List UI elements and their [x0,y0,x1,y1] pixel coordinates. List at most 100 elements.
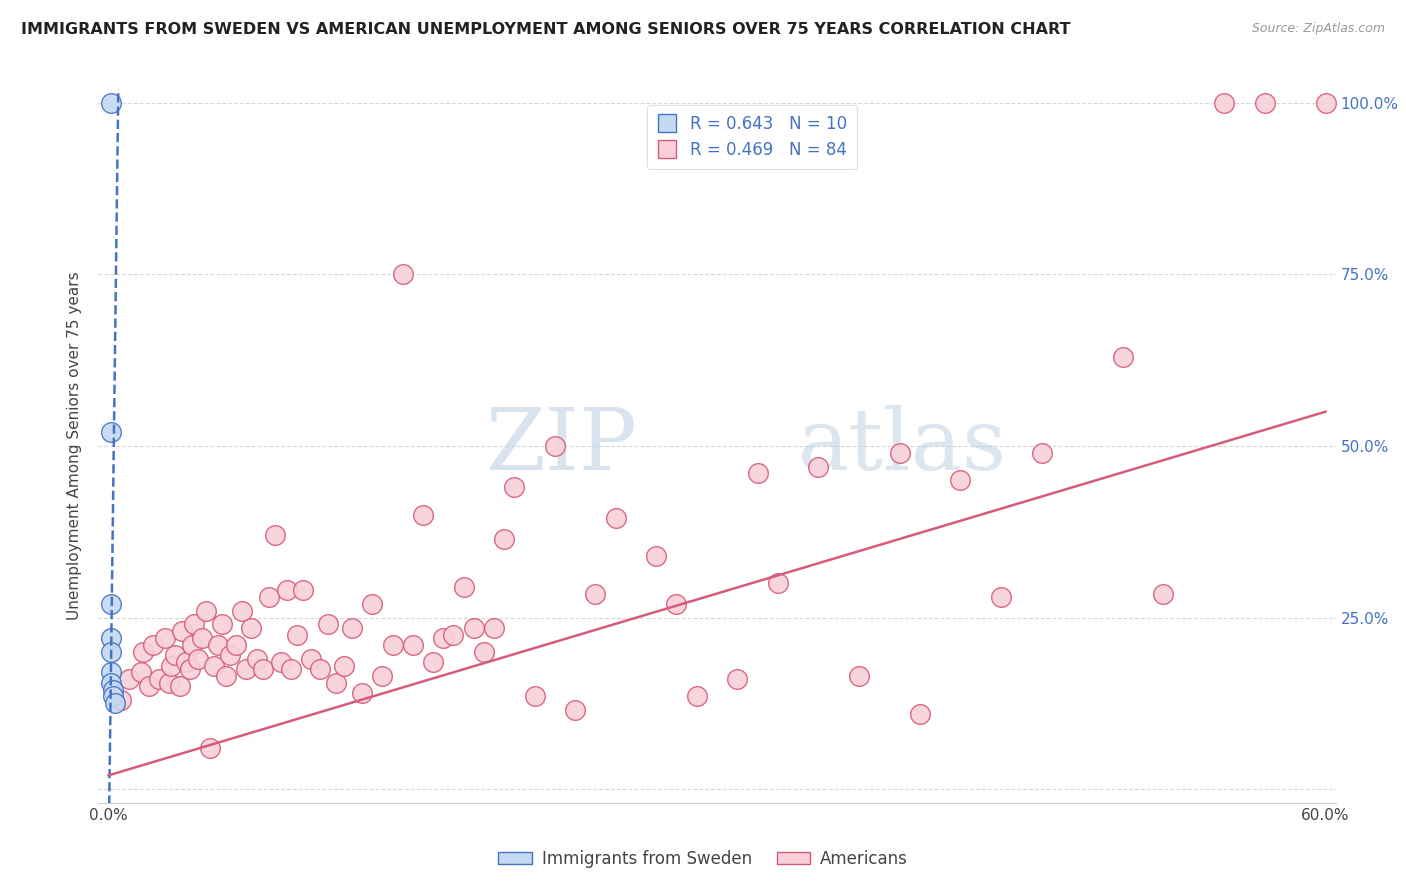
Point [453,580,475,594]
Point [371,669,394,683]
Point [747,467,769,481]
Point [100,645,122,659]
Point [132,645,155,659]
Point [463,621,485,635]
Text: atlas: atlas [797,404,1007,488]
Point [766,576,789,591]
Point [160,658,183,673]
Point [118,673,141,687]
Point [482,621,505,635]
Point [101,682,124,697]
Point [308,662,330,676]
Point [990,590,1012,604]
Point [169,679,191,693]
Point [352,686,374,700]
Point [264,528,287,542]
Point [170,624,193,639]
Legend: Immigrants from Sweden, Americans: Immigrants from Sweden, Americans [492,844,914,875]
Point [665,597,688,611]
Point [100,597,122,611]
Point [187,651,209,665]
Point [157,675,180,690]
Point [391,268,413,282]
Y-axis label: Unemployment Among Seniors over 75 years: Unemployment Among Seniors over 75 years [67,272,83,620]
Point [104,696,127,710]
Point [165,648,187,663]
Point [523,690,546,704]
Point [402,638,425,652]
Point [198,740,221,755]
Point [361,597,384,611]
Point [292,583,315,598]
Point [194,604,217,618]
Point [148,673,170,687]
Text: Source: ZipAtlas.com: Source: ZipAtlas.com [1251,22,1385,36]
Point [564,703,586,717]
Point [1031,446,1053,460]
Point [100,631,122,645]
Point [280,662,302,676]
Point [211,617,233,632]
Point [325,675,347,690]
Point [494,532,516,546]
Point [179,662,201,676]
Point [725,673,748,687]
Text: ZIP: ZIP [485,404,637,488]
Point [807,459,830,474]
Point [100,425,122,440]
Point [129,665,152,680]
Point [239,621,262,635]
Text: IMMIGRANTS FROM SWEDEN VS AMERICAN UNEMPLOYMENT AMONG SENIORS OVER 75 YEARS CORR: IMMIGRANTS FROM SWEDEN VS AMERICAN UNEMP… [21,22,1070,37]
Point [231,604,253,618]
Point [138,679,160,693]
Point [472,645,495,659]
Point [544,439,567,453]
Point [949,473,972,487]
Point [202,658,225,673]
Point [412,508,434,522]
Point [848,669,870,683]
Point [100,675,122,690]
Point [1152,586,1174,600]
Point [316,617,339,632]
Point [605,511,627,525]
Point [889,446,911,460]
Point [101,690,124,704]
Point [246,651,269,665]
Point [583,586,606,600]
Point [1315,95,1337,110]
Point [215,669,238,683]
Point [191,631,214,645]
Point [381,638,404,652]
Point [142,638,165,652]
Point [100,665,122,680]
Point [180,638,202,652]
Point [645,549,668,563]
Legend: R = 0.643   N = 10, R = 0.469   N = 84: R = 0.643 N = 10, R = 0.469 N = 84 [647,104,858,169]
Point [333,658,356,673]
Point [686,690,709,704]
Point [422,655,444,669]
Point [1213,95,1236,110]
Point [908,706,931,721]
Point [285,628,308,642]
Point [432,631,454,645]
Point [174,655,197,669]
Point [155,631,177,645]
Point [207,638,229,652]
Point [257,590,280,604]
Point [110,693,132,707]
Point [340,621,363,635]
Point [1254,95,1277,110]
Point [299,651,322,665]
Point [441,628,464,642]
Point [252,662,274,676]
Point [183,617,205,632]
Point [1112,350,1135,364]
Point [219,648,242,663]
Point [503,480,526,494]
Point [100,95,122,110]
Point [235,662,257,676]
Point [276,583,298,598]
Point [225,638,247,652]
